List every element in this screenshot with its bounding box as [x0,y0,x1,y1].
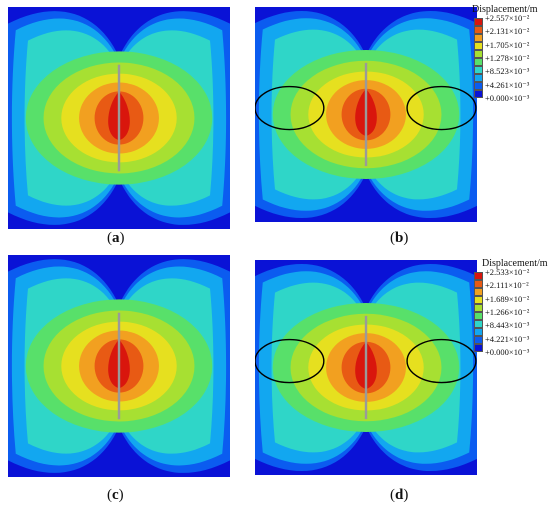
legend-swatch [474,296,483,304]
legend-swatch [474,288,483,296]
caption-a: (a) [107,230,125,246]
legend-swatch [474,34,483,42]
legend-swatch [474,304,483,312]
legend-swatch [474,90,483,98]
contour-plot-c [8,255,230,477]
contour-plot-b [255,7,477,222]
panel-d [255,260,477,475]
legend-swatch [474,82,483,90]
legend-label: +2.111×10⁻² [485,280,529,291]
highlight-circle-left [255,338,325,384]
legend-label: +1.278×10⁻² [485,53,530,63]
legend-swatch [474,312,483,320]
caption-b: (b) [390,230,409,246]
legend-label: +2.557×10⁻² [485,13,530,23]
legend-label: +8.523×10⁻³ [485,66,530,77]
legend-title: Displacement/m [482,258,548,269]
legend-swatch [474,344,483,352]
legend-swatch [474,42,483,50]
legend-label: +1.689×10⁻² [485,293,530,304]
legend-label: +2.533×10⁻² [485,267,530,277]
center-gap-line [364,62,368,167]
legend-swatch [474,320,483,328]
legend-swatch [474,336,483,344]
legend-swatch [474,272,483,280]
legend-swatch [474,280,483,288]
legend-swatch [474,58,483,66]
center-gap-line [364,315,368,420]
panel-c [8,255,230,477]
legend-label: +4.261×10⁻³ [485,79,530,90]
legend-title: Displacement/m [472,4,538,15]
legend-label: +0.000×10⁻³ [485,93,530,103]
legend-d: Displacement/m +2.533×10⁻² +2.111×10⁻² +1.… [472,258,550,357]
highlight-circle-left [255,85,325,131]
panel-a [8,7,230,229]
highlight-circle-right [406,338,477,384]
panel-b [255,7,477,222]
caption-d: (d) [390,487,409,503]
legend-swatch [474,18,483,26]
legend-label: +1.266×10⁻² [485,307,530,317]
highlight-circle-right [406,85,477,131]
caption-c: (c) [107,487,124,503]
center-gap-line [117,312,121,420]
legend-b: Displacement/m +2.557×10⁻² +2.131×10⁻² +1.… [472,4,550,103]
legend-swatch [474,26,483,34]
legend-swatch [474,328,483,336]
legend-label: +8.443×10⁻³ [485,320,530,331]
legend-label: +0.000×10⁻³ [485,347,530,357]
legend-swatch [474,74,483,82]
center-gap-line [117,64,121,172]
legend-label: +2.131×10⁻² [485,26,530,37]
legend-swatch [474,66,483,74]
legend-swatch [474,50,483,58]
legend-label: +4.221×10⁻³ [485,333,530,344]
contour-plot-a [8,7,230,229]
legend-label: +1.705×10⁻² [485,39,530,50]
contour-plot-d [255,260,477,475]
